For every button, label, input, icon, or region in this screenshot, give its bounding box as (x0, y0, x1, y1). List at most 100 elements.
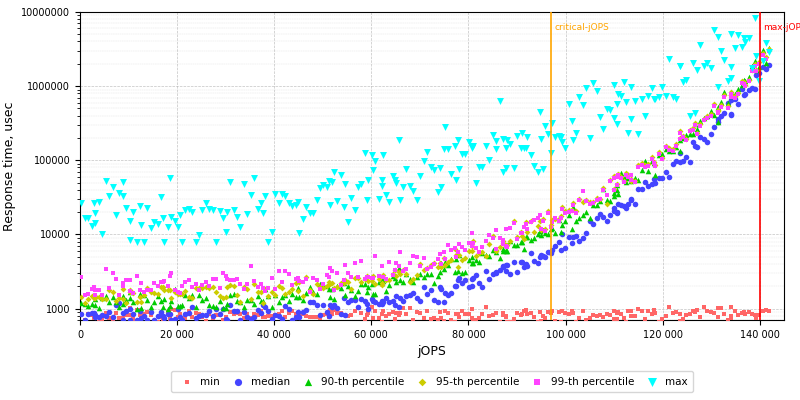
min (566, 308, 578, 314)
min (141, 309, 154, 316)
90-th percentile (462, 257, 475, 263)
90-th percentile (154, 298, 167, 304)
90-th percentile (172, 302, 185, 309)
median (257, 302, 270, 308)
max (327, 168, 340, 175)
90-th percentile (358, 280, 371, 287)
95-th percentile (521, 228, 534, 235)
max (89, 210, 102, 216)
min (286, 308, 298, 314)
median (570, 233, 582, 239)
median (439, 290, 452, 297)
median (214, 311, 226, 317)
95-th percentile (756, 50, 769, 57)
median (496, 264, 509, 270)
99-th percentile (556, 206, 569, 212)
95-th percentile (199, 284, 212, 290)
95-th percentile (496, 238, 509, 244)
min (628, 313, 641, 319)
max (376, 183, 389, 190)
median (154, 308, 167, 315)
99-th percentile (732, 91, 745, 98)
90-th percentile (466, 254, 478, 260)
max (424, 164, 437, 170)
95-th percentile (622, 172, 634, 178)
median (674, 150, 686, 156)
95-th percentile (552, 216, 565, 222)
max (583, 135, 596, 141)
99-th percentile (659, 144, 672, 151)
min (227, 311, 240, 317)
95-th percentile (390, 272, 402, 279)
99-th percentile (687, 127, 700, 133)
99-th percentile (500, 226, 513, 232)
95-th percentile (75, 294, 88, 300)
median (507, 258, 520, 265)
max (82, 215, 94, 222)
99-th percentile (326, 268, 338, 274)
95-th percentile (712, 107, 725, 113)
90-th percentile (507, 242, 520, 248)
99-th percentile (486, 235, 499, 241)
min (466, 306, 478, 312)
90-th percentile (175, 302, 188, 309)
min (275, 308, 288, 314)
min (618, 315, 630, 321)
max (162, 224, 174, 230)
median (638, 179, 651, 185)
99-th percentile (379, 275, 392, 282)
min (635, 308, 648, 314)
median (546, 247, 558, 253)
99-th percentile (504, 224, 517, 231)
99-th percentile (573, 197, 586, 204)
90-th percentile (210, 304, 222, 310)
max (339, 180, 352, 187)
min (317, 312, 330, 319)
99-th percentile (680, 137, 693, 144)
median (656, 175, 669, 181)
min (724, 313, 737, 320)
median (366, 298, 379, 304)
90-th percentile (742, 74, 755, 80)
max (360, 196, 373, 203)
median (414, 298, 426, 304)
95-th percentile (366, 273, 379, 280)
Legend: min, median, 90-th percentile, 95-th percentile, 99-th percentile, max: min, median, 90-th percentile, 95-th per… (171, 372, 693, 392)
90-th percentile (504, 238, 517, 244)
max (217, 214, 230, 221)
95-th percentile (164, 287, 177, 294)
90-th percentile (293, 294, 306, 300)
max (449, 143, 462, 150)
95-th percentile (196, 285, 209, 291)
99-th percentile (334, 281, 347, 288)
95-th percentile (538, 226, 551, 232)
median (714, 113, 727, 119)
median (666, 161, 679, 167)
median (238, 309, 250, 316)
min (610, 315, 623, 322)
90-th percentile (677, 135, 690, 142)
max (724, 75, 737, 81)
min (282, 309, 295, 316)
90-th percentile (704, 108, 717, 114)
median (555, 246, 568, 253)
95-th percentile (86, 293, 98, 300)
90-th percentile (729, 91, 742, 97)
90-th percentile (562, 212, 575, 218)
90-th percentile (434, 260, 447, 266)
99-th percentile (507, 219, 520, 226)
99-th percentile (576, 188, 589, 195)
95-th percentile (674, 128, 686, 134)
max (604, 107, 617, 114)
99-th percentile (269, 286, 282, 292)
99-th percentile (266, 275, 278, 281)
max (496, 136, 509, 142)
min (158, 313, 171, 320)
99-th percentile (590, 197, 603, 203)
90-th percentile (314, 281, 326, 287)
99-th percentile (711, 110, 724, 116)
90-th percentile (199, 295, 212, 302)
median (735, 85, 748, 92)
max (628, 98, 641, 104)
median (521, 263, 534, 269)
